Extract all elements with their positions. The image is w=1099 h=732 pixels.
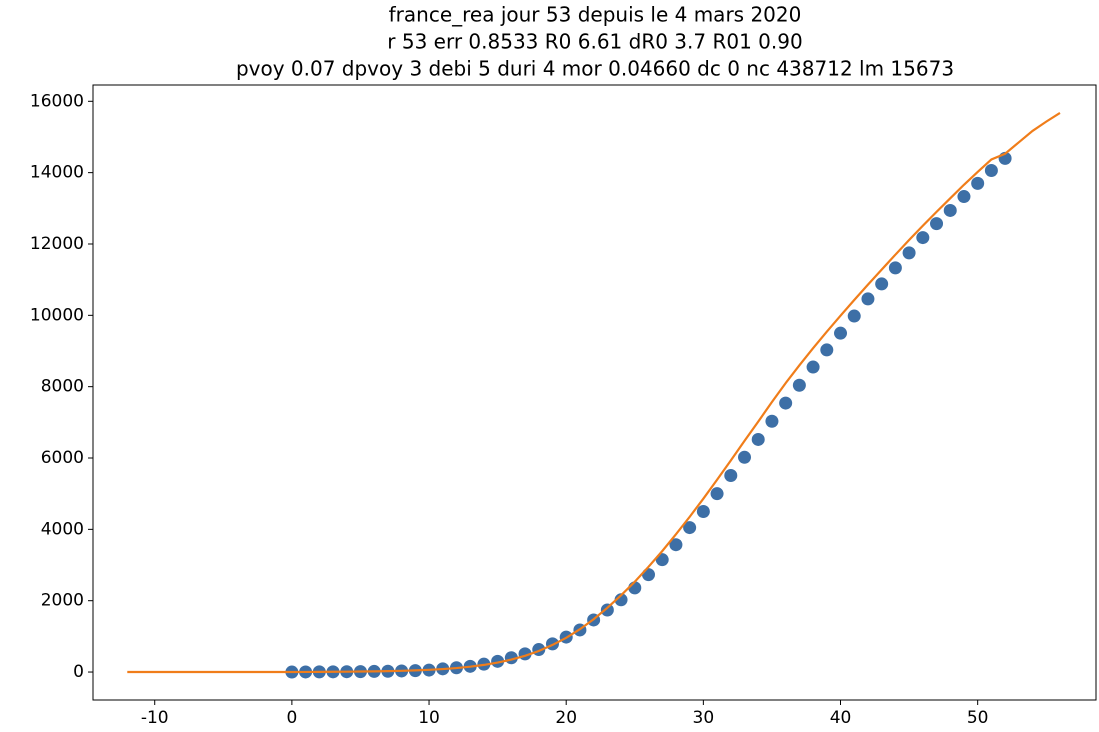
x-tick-label: 30 — [693, 708, 715, 728]
data-point — [641, 568, 655, 582]
x-tick-label: 20 — [555, 708, 577, 728]
chart-subtitle: pvoy 0.07 dpvoy 3 debi 5 duri 4 mor 0.04… — [236, 57, 954, 81]
y-tick-label: 10000 — [30, 305, 84, 325]
data-point — [957, 190, 971, 204]
data-point — [943, 203, 957, 217]
x-tick-label: 50 — [967, 708, 989, 728]
data-point — [779, 396, 793, 410]
x-tick-label: 0 — [286, 708, 297, 728]
y-tick-label: 8000 — [41, 377, 84, 397]
data-point — [724, 468, 738, 482]
data-point — [875, 277, 889, 291]
y-tick-label: 6000 — [41, 448, 84, 468]
data-point — [916, 231, 930, 245]
x-tick-label: 10 — [418, 708, 440, 728]
x-tick-label: -10 — [141, 708, 169, 728]
data-point — [971, 176, 985, 190]
chart-subtitle: r 53 err 0.8533 R0 6.61 dR0 3.7 R01 0.90 — [387, 30, 802, 54]
data-point — [683, 521, 697, 535]
data-point — [751, 432, 765, 446]
y-tick-label: 4000 — [41, 519, 84, 539]
y-tick-label: 16000 — [30, 91, 84, 111]
chart-title: france_rea jour 53 depuis le 4 mars 2020 — [389, 3, 802, 27]
data-point — [902, 246, 916, 260]
data-point — [930, 217, 944, 231]
fit-line — [127, 112, 1061, 674]
y-tick-label: 12000 — [30, 234, 84, 254]
data-point — [614, 593, 628, 607]
data-point — [861, 292, 875, 306]
y-tick-label: 14000 — [30, 163, 84, 183]
data-point — [710, 487, 724, 501]
x-tick-label: 40 — [830, 708, 852, 728]
data-point — [820, 343, 834, 357]
data-point — [847, 309, 861, 323]
data-point — [491, 654, 505, 668]
data-point — [888, 261, 902, 275]
y-tick-label: 2000 — [41, 591, 84, 611]
plot-frame — [92, 84, 1097, 701]
data-point — [669, 538, 683, 552]
data-point — [834, 326, 848, 340]
data-point — [696, 505, 710, 519]
data-point — [984, 164, 998, 178]
data-point — [792, 378, 806, 392]
data-point — [738, 450, 752, 464]
y-tick-label: 0 — [73, 662, 84, 682]
data-point — [600, 603, 614, 617]
data-point — [806, 360, 820, 374]
data-point — [765, 414, 779, 428]
